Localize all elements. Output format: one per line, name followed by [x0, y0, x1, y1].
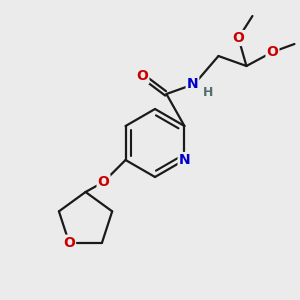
Text: N: N: [178, 153, 190, 167]
Text: O: O: [232, 31, 244, 45]
Text: O: O: [266, 45, 278, 59]
Text: H: H: [203, 85, 214, 98]
Text: O: O: [63, 236, 75, 250]
Text: O: O: [136, 69, 148, 83]
Text: O: O: [98, 175, 110, 189]
Text: N: N: [187, 77, 198, 91]
